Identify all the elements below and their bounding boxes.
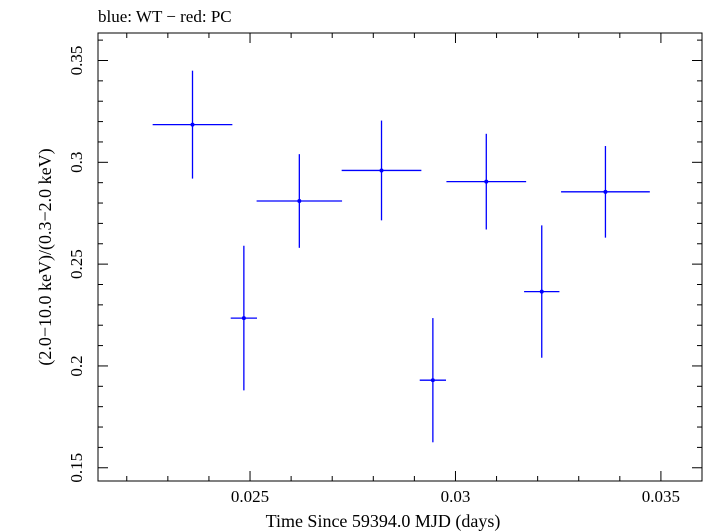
x-axis-ticks: 0.025 0.03 0.035	[126, 33, 680, 506]
data-point	[190, 122, 195, 127]
data-point-group	[419, 318, 447, 443]
data-point	[539, 289, 544, 294]
data-point	[297, 199, 302, 203]
y-tick-label: 0.35	[67, 46, 86, 76]
data-point-group	[446, 133, 527, 230]
data-point	[430, 378, 435, 383]
data-point	[603, 189, 608, 194]
x-axis-label: Time Since 59394.0 MJD (days)	[266, 511, 501, 532]
x-tick-label: 0.025	[231, 487, 269, 506]
y-axis-label: (2.0−10.0 keV)/(0.3−2.0 keV)	[35, 148, 56, 365]
data-point-group	[341, 120, 422, 221]
data-point	[241, 316, 246, 321]
data-point	[379, 168, 384, 173]
data-series	[152, 70, 650, 443]
chart-title: blue: WT − red: PC	[98, 7, 232, 26]
plot-frame	[97, 32, 703, 482]
x-tick-label: 0.03	[441, 487, 471, 506]
y-tick-label: 0.3	[67, 152, 86, 173]
data-point-group	[524, 225, 560, 358]
y-tick-label: 0.25	[67, 249, 86, 279]
data-point	[484, 179, 489, 184]
data-point-group	[152, 70, 233, 179]
y-tick-label: 0.2	[67, 355, 86, 376]
y-tick-label: 0.15	[67, 453, 86, 483]
x-tick-label: 0.035	[642, 487, 680, 506]
data-point-group	[230, 245, 258, 391]
data-point-group	[256, 154, 343, 248]
data-point-group	[561, 146, 650, 238]
y-axis-ticks: 0.15 0.2 0.25 0.3 0.35	[67, 39, 702, 483]
